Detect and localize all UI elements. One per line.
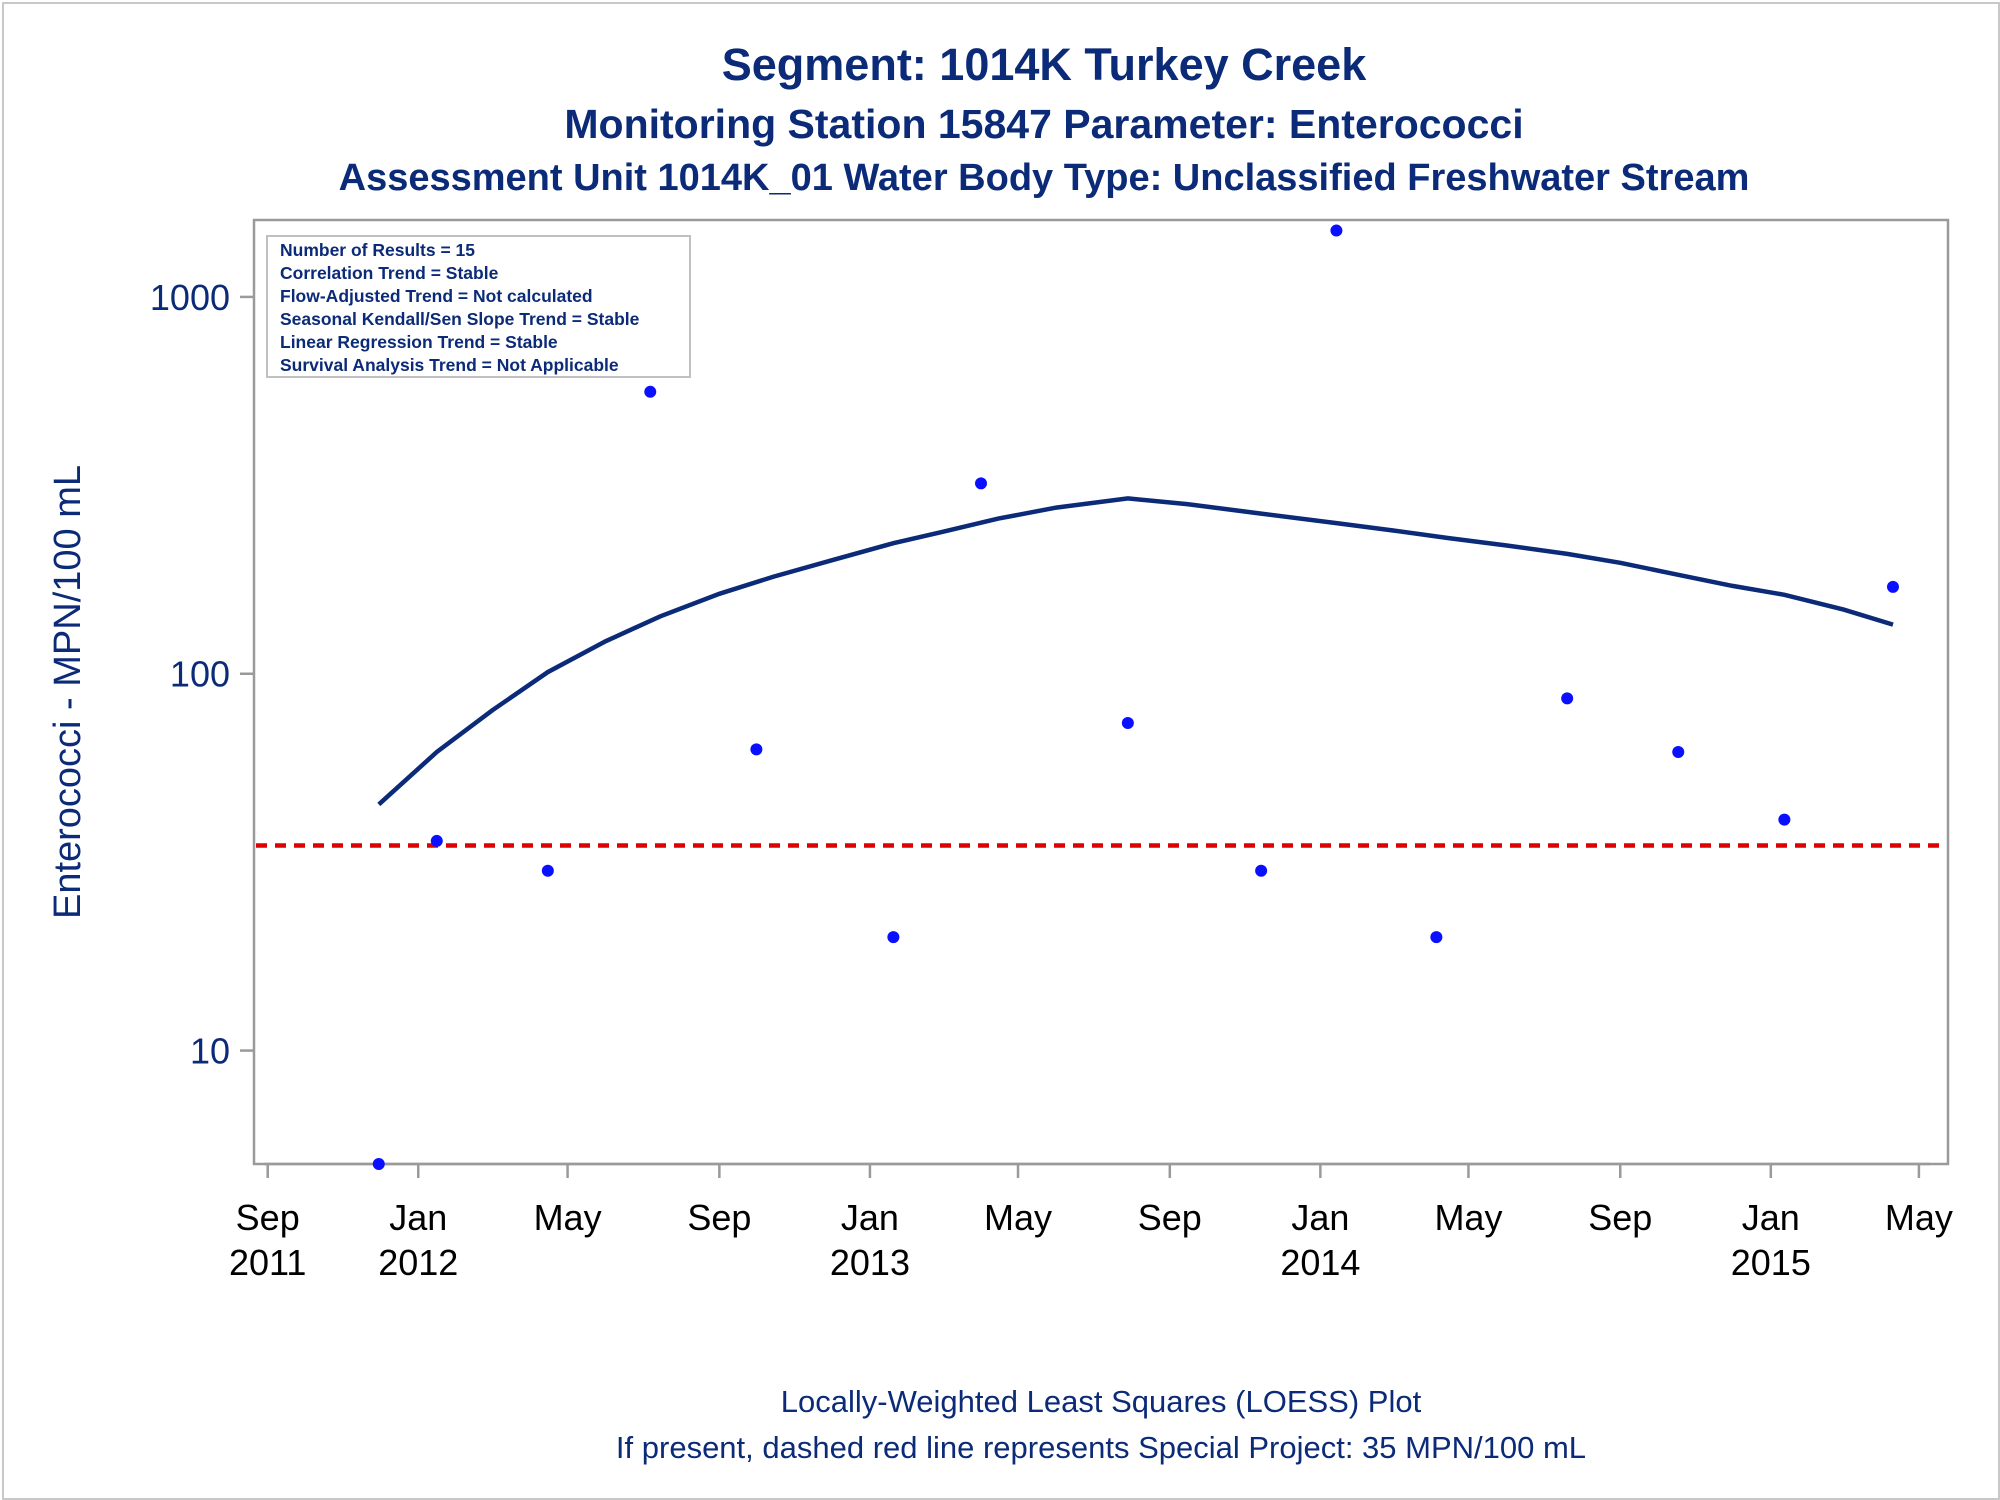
stats-line: Seasonal Kendall/Sen Slope Trend = Stabl… <box>280 309 640 329</box>
stats-line: Number of Results = 15 <box>280 240 475 260</box>
footnote-1: Locally-Weighted Least Squares (LOESS) P… <box>781 1384 1422 1419</box>
x-tick-year-label: 2012 <box>378 1242 458 1283</box>
loess-curve <box>377 496 1894 807</box>
data-point <box>372 1158 385 1170</box>
x-tick-label: Sep <box>1588 1197 1652 1238</box>
data-point <box>1121 717 1134 730</box>
y-tick-label: 1000 <box>150 277 230 318</box>
x-tick-label: Jan <box>1291 1197 1349 1238</box>
x-tick-year-label: 2011 <box>229 1242 306 1283</box>
x-tick-label: Jan <box>1742 1197 1800 1238</box>
data-point <box>1430 931 1443 944</box>
data-point <box>644 385 657 398</box>
x-tick-label: Jan <box>841 1197 899 1238</box>
chart-subtitle-2: Assessment Unit 1014K_01 Water Body Type… <box>339 157 1750 199</box>
y-tick-label: 100 <box>170 654 230 695</box>
stats-box: Number of Results = 15 Correlation Trend … <box>266 235 691 378</box>
stats-line: Flow-Adjusted Trend = Not calculated <box>280 286 593 306</box>
stats-line: Correlation Trend = Stable <box>280 263 499 283</box>
x-tick-year-label: 2015 <box>1731 1242 1811 1283</box>
data-point <box>1561 692 1574 705</box>
chart-title: Segment: 1014K Turkey Creek <box>722 39 1367 90</box>
data-point <box>430 834 443 847</box>
x-tick-label: Jan <box>389 1197 447 1238</box>
x-tick-label: Sep <box>687 1197 751 1238</box>
x-tick-label: May <box>1434 1197 1502 1238</box>
x-tick-year-label: 2013 <box>830 1242 910 1283</box>
footnote-2: If present, dashed red line represents S… <box>616 1430 1586 1465</box>
data-point <box>1255 864 1268 877</box>
stats-box-border <box>266 235 691 378</box>
x-tick-label: May <box>984 1197 1052 1238</box>
data-point <box>1778 813 1791 826</box>
data-point <box>1886 580 1899 593</box>
data-point <box>974 477 987 490</box>
stats-line: Linear Regression Trend = Stable <box>280 332 558 352</box>
y-axis-label: Enterococci - MPN/100 mL <box>47 465 89 919</box>
data-point <box>1330 224 1343 237</box>
x-tick-year-label: 2014 <box>1280 1242 1360 1283</box>
x-tick-label: Sep <box>236 1197 300 1238</box>
y-axis: 10 100 1000 <box>150 277 254 1072</box>
chart-subtitle: Monitoring Station 15847 Parameter: Ente… <box>564 101 1523 147</box>
y-tick-label: 10 <box>190 1031 230 1072</box>
data-point <box>541 864 554 877</box>
stats-line: Survival Analysis Trend = Not Applicable <box>280 355 619 375</box>
x-tick-label: Sep <box>1138 1197 1202 1238</box>
x-tick-label: May <box>534 1197 602 1238</box>
data-points <box>372 224 1899 1170</box>
data-point <box>750 743 763 756</box>
x-tick-label: May <box>1885 1197 1953 1238</box>
data-point <box>1672 745 1685 758</box>
data-point <box>887 931 900 944</box>
